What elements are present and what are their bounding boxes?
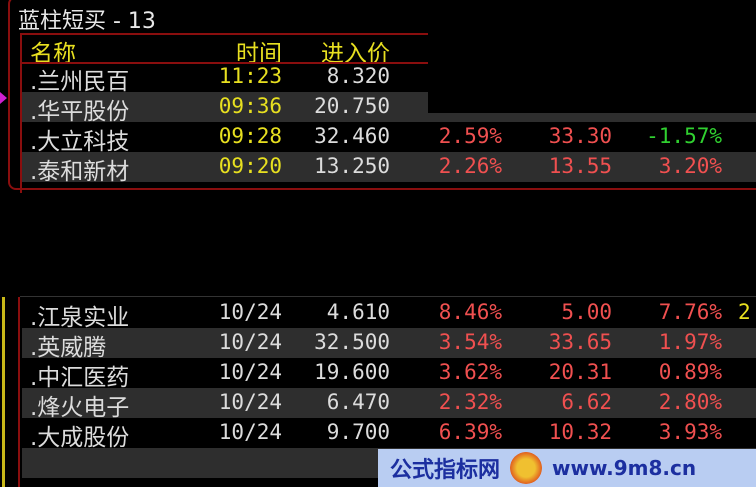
time-cell: 10/24 (218, 360, 282, 384)
stock-name: .中汇医药 (30, 365, 130, 391)
stock-name: .华平股份 (30, 99, 130, 125)
time-cell: 09:20 (218, 154, 282, 178)
selection-marker (0, 92, 7, 104)
watermark-url: www.9m8.cn (552, 456, 697, 480)
top-panel-frame (8, 0, 756, 190)
table-row[interactable]: .英威腾 10/24 32.500 3.54% 33.65 1.97% (22, 328, 756, 361)
stock-name: .兰州民百 (30, 69, 130, 95)
extra-cell: 2 (738, 300, 751, 324)
change-cell: 2.80% (658, 390, 722, 414)
table-frame (20, 33, 756, 193)
bottom-divider (20, 296, 756, 297)
table-row[interactable]: .大立科技 09:28 32.460 2.59% 33.30 -1.57% (22, 122, 756, 155)
time-cell: 09:28 (218, 124, 282, 148)
pct-cell: 3.62% (438, 360, 502, 384)
pct-cell: 2.59% (438, 124, 502, 148)
entry-price: 20.750 (314, 94, 390, 118)
table-row[interactable]: .烽火电子 10/24 6.470 2.32% 6.62 2.80% (22, 388, 756, 421)
pct-cell: 8.46% (438, 300, 502, 324)
stock-name: .大立科技 (30, 129, 130, 155)
change-cell: 3.93% (658, 420, 722, 444)
change-cell: -1.57% (646, 124, 722, 148)
watermark: 公式指标网 www.9m8.cn (378, 449, 756, 487)
table-row[interactable]: .大成股份 10/24 9.700 6.39% 10.32 3.93% (22, 418, 756, 451)
time-cell: 11:23 (218, 64, 282, 88)
time-cell: 09:36 (218, 94, 282, 118)
pct-cell: 2.32% (438, 390, 502, 414)
panel-title: 蓝柱短买 - 13 (18, 9, 156, 34)
time-cell: 10/24 (218, 390, 282, 414)
current-price: 10.32 (548, 420, 612, 444)
current-price: 33.30 (548, 124, 612, 148)
stock-name: .泰和新材 (30, 159, 130, 185)
current-price: 33.65 (548, 330, 612, 354)
partial-row (22, 182, 756, 190)
pct-cell: 6.39% (438, 420, 502, 444)
stock-name: .烽火电子 (30, 395, 130, 421)
stock-name: .江泉实业 (30, 305, 130, 331)
left-frame-line (18, 297, 20, 487)
entry-price: 32.500 (314, 330, 390, 354)
change-cell: 3.20% (658, 154, 722, 178)
header-divider (22, 62, 756, 64)
entry-price: 8.320 (326, 64, 390, 88)
time-cell: 10/24 (218, 330, 282, 354)
entry-price: 4.610 (326, 300, 390, 324)
watermark-text: 公式指标网 (390, 458, 501, 483)
entry-price: 6.470 (326, 390, 390, 414)
stock-name: .大成股份 (30, 425, 130, 451)
table-row[interactable]: .江泉实业 10/24 4.610 8.46% 5.00 7.76% 2 (22, 298, 756, 331)
change-cell: 1.97% (658, 330, 722, 354)
entry-price: 9.700 (326, 420, 390, 444)
covered-region (428, 0, 756, 113)
current-price: 5.00 (561, 300, 612, 324)
left-marker-yellow (2, 297, 5, 487)
table-row[interactable]: .中汇医药 10/24 19.600 3.62% 20.31 0.89% (22, 358, 756, 391)
current-price: 6.62 (561, 390, 612, 414)
entry-price: 19.600 (314, 360, 390, 384)
current-price: 20.31 (548, 360, 612, 384)
change-cell: 7.76% (658, 300, 722, 324)
current-price: 13.55 (548, 154, 612, 178)
pct-cell: 2.26% (438, 154, 502, 178)
table-row[interactable]: .泰和新材 09:20 13.250 2.26% 13.55 3.20% (22, 152, 756, 185)
time-cell: 10/24 (218, 420, 282, 444)
entry-price: 13.250 (314, 154, 390, 178)
change-cell: 0.89% (658, 360, 722, 384)
stock-name: .英威腾 (30, 335, 107, 361)
logo-icon (510, 452, 543, 484)
time-cell: 10/24 (218, 300, 282, 324)
entry-price: 32.460 (314, 124, 390, 148)
pct-cell: 3.54% (438, 330, 502, 354)
